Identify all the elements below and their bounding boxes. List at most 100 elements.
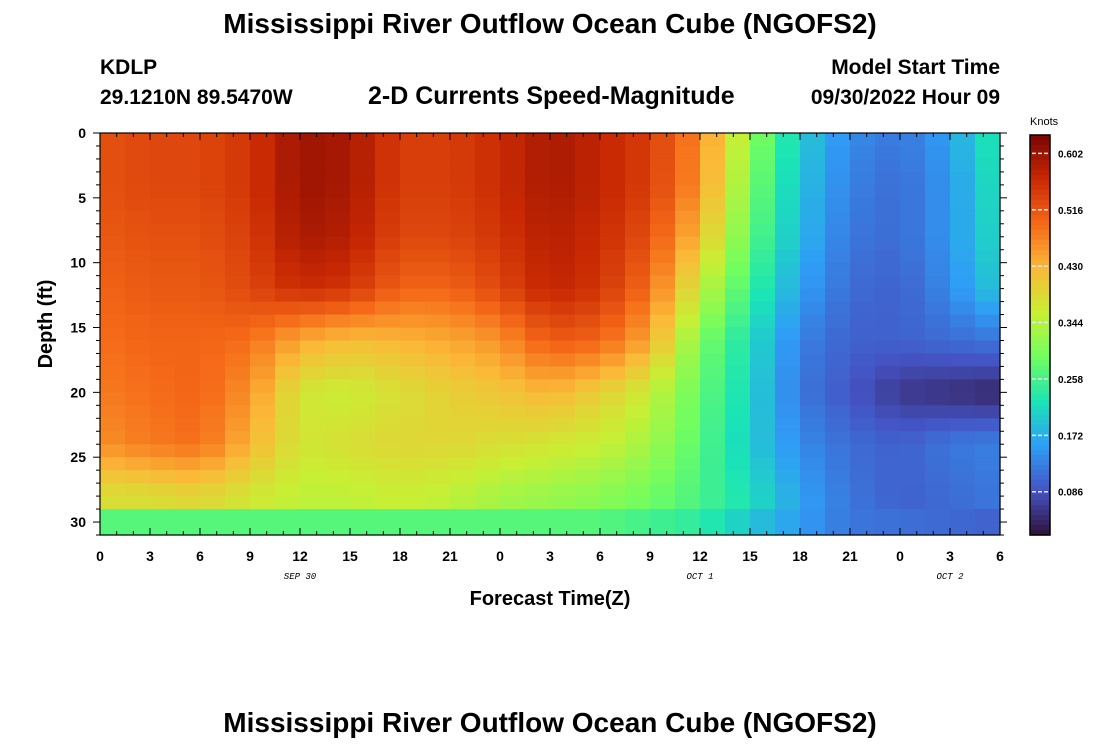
heatmap-cell bbox=[800, 275, 826, 290]
heatmap-cell bbox=[200, 483, 226, 497]
heatmap-cell bbox=[100, 392, 126, 406]
heatmap-cell bbox=[350, 288, 376, 303]
colorbar-segment bbox=[1030, 175, 1050, 181]
heatmap-cell bbox=[125, 301, 151, 316]
colorbar-segment bbox=[1030, 395, 1050, 401]
heatmap-cell bbox=[875, 327, 901, 342]
x-tick-label: 12 bbox=[692, 548, 708, 564]
heatmap-cell bbox=[325, 379, 351, 393]
heatmap-cell bbox=[700, 483, 726, 497]
heatmap-cell bbox=[675, 392, 701, 406]
heatmap-cell bbox=[475, 236, 501, 251]
y-axis-label: Depth (ft) bbox=[35, 280, 57, 369]
heatmap-cell bbox=[400, 275, 426, 290]
heatmap-cell bbox=[875, 418, 901, 432]
heatmap-cell bbox=[450, 366, 476, 380]
heatmap-cell bbox=[350, 249, 376, 264]
heatmap-cell bbox=[925, 133, 951, 147]
heatmap-cell bbox=[800, 340, 826, 355]
heatmap-cell bbox=[200, 353, 226, 368]
heatmap-cell bbox=[675, 223, 701, 238]
heatmap-cell bbox=[600, 379, 626, 393]
heatmap-cell bbox=[500, 353, 526, 368]
x-tick-label: 3 bbox=[946, 548, 954, 564]
colorbar-segment bbox=[1030, 420, 1050, 426]
heatmap-cell bbox=[325, 483, 351, 497]
heatmap-cell bbox=[250, 366, 276, 380]
heatmap-cell bbox=[350, 133, 376, 147]
heatmap-cell bbox=[950, 457, 976, 471]
heatmap-cell bbox=[375, 236, 401, 251]
heatmap-cell bbox=[300, 366, 326, 380]
heatmap-cell bbox=[700, 457, 726, 471]
heatmap-cell bbox=[900, 236, 926, 251]
heatmap-cell bbox=[900, 197, 926, 212]
heatmap-cell bbox=[625, 470, 651, 484]
heatmap-cell bbox=[975, 249, 1001, 264]
heatmap-cell bbox=[850, 197, 876, 212]
heatmap-cell bbox=[825, 340, 851, 355]
heatmap-cell bbox=[550, 288, 576, 303]
heatmap-cell bbox=[725, 288, 751, 303]
heatmap-cell bbox=[725, 327, 751, 342]
heatmap-cell bbox=[700, 431, 726, 445]
heatmap-cell bbox=[950, 522, 976, 536]
colorbar-segment bbox=[1030, 480, 1050, 486]
heatmap-cell bbox=[200, 379, 226, 393]
colorbar-segment bbox=[1030, 280, 1050, 286]
heatmap-cell bbox=[975, 301, 1001, 316]
heatmap-cell bbox=[625, 522, 651, 536]
colorbar-tick-label: 0.258 bbox=[1058, 375, 1083, 386]
colorbar-segment bbox=[1030, 525, 1050, 531]
colorbar-segment bbox=[1030, 195, 1050, 201]
heatmap-cell bbox=[275, 379, 301, 393]
heatmap-cell bbox=[950, 418, 976, 432]
heatmap-cell bbox=[325, 249, 351, 264]
heatmap-cell bbox=[875, 262, 901, 277]
heatmap-cell bbox=[525, 509, 551, 523]
heatmap-cell bbox=[600, 223, 626, 238]
heatmap-cell bbox=[700, 262, 726, 277]
heatmap-cell bbox=[775, 314, 801, 329]
heatmap-cell bbox=[650, 366, 676, 380]
heatmap-cell bbox=[400, 392, 426, 406]
heatmap-cell bbox=[600, 470, 626, 484]
heatmap-cell bbox=[950, 184, 976, 199]
heatmap-cell bbox=[150, 366, 176, 380]
y-tick-label: 10 bbox=[70, 255, 86, 271]
heatmap-cell bbox=[675, 457, 701, 471]
x-tick-label: 0 bbox=[896, 548, 904, 564]
heatmap-cell bbox=[150, 223, 176, 238]
heatmap-cell bbox=[125, 522, 151, 536]
heatmap-cell bbox=[525, 275, 551, 290]
heatmap-cell bbox=[200, 158, 226, 173]
heatmap-cell bbox=[350, 314, 376, 329]
heatmap-cell bbox=[475, 171, 501, 186]
heatmap-cell bbox=[700, 236, 726, 251]
heatmap-cell bbox=[375, 197, 401, 212]
heatmap-cell bbox=[675, 249, 701, 264]
colorbar-segment bbox=[1030, 245, 1050, 251]
heatmap-cell bbox=[775, 470, 801, 484]
heatmap-cell bbox=[725, 457, 751, 471]
heatmap-cell bbox=[900, 133, 926, 147]
heatmap-cell bbox=[400, 262, 426, 277]
heatmap-cell bbox=[450, 145, 476, 160]
heatmap-cell bbox=[925, 327, 951, 342]
heatmap-cell bbox=[425, 340, 451, 355]
heatmap-cell bbox=[250, 275, 276, 290]
heatmap-cell bbox=[425, 197, 451, 212]
heatmap-cell bbox=[575, 366, 601, 380]
heatmap-cell bbox=[925, 418, 951, 432]
heatmap-cell bbox=[150, 392, 176, 406]
heatmap-cell bbox=[200, 418, 226, 432]
heatmap-cell bbox=[975, 457, 1001, 471]
heatmap-cell bbox=[425, 509, 451, 523]
heatmap-cell bbox=[550, 145, 576, 160]
heatmap-cell bbox=[350, 340, 376, 355]
heatmap-cell bbox=[525, 223, 551, 238]
heatmap-cell bbox=[200, 314, 226, 329]
heatmap-cell bbox=[350, 145, 376, 160]
heatmap-cell bbox=[900, 509, 926, 523]
heatmap-cell bbox=[450, 288, 476, 303]
